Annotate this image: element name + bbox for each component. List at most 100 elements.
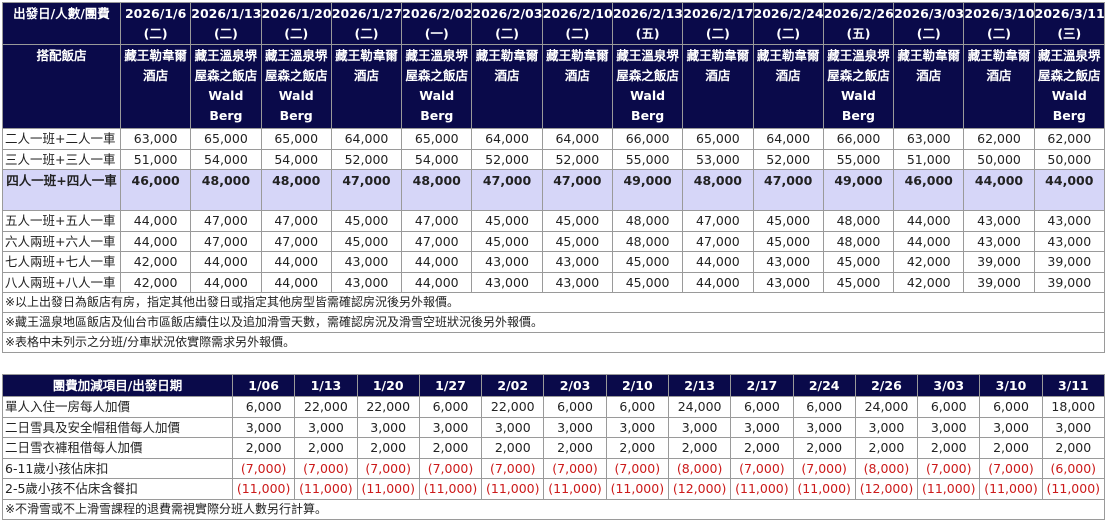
- price-cell: 66,000: [822, 128, 895, 150]
- price-cell: 62,000: [1033, 128, 1105, 150]
- price-cell: 47,000: [471, 169, 543, 211]
- price-cell: 39,000: [963, 271, 1035, 293]
- departure-date: 3/03: [917, 374, 981, 397]
- note-text: ※不滑雪或不上滑雪課程的退費需視實際分班人數另行計算。: [2, 498, 1105, 520]
- adjustment-cell: (7,000): [917, 457, 981, 479]
- hotel-name: 藏王溫泉堺屋森之飯店 Wald Berg: [401, 44, 473, 129]
- price-cell: 47,000: [260, 210, 332, 232]
- adjustment-cell: (7,000): [231, 457, 296, 479]
- adjustment-cell: 6,000: [917, 396, 981, 418]
- note-text: ※藏王溫泉地區飯店及仙台市區飯店續住以及追加滑雪天數，需確認房況及滑雪空班狀況後…: [2, 312, 1105, 333]
- adjustment-cell: (7,000): [979, 457, 1043, 479]
- price-cell: 51,000: [119, 148, 192, 170]
- price-cell: 53,000: [682, 148, 754, 170]
- price-cell: 47,000: [401, 210, 473, 232]
- adjustment-cell: 3,000: [543, 416, 607, 438]
- adjustment-cell: 3,000: [667, 416, 732, 438]
- adjustment-cell: 2,000: [231, 437, 296, 459]
- adjustment-cell: 2,000: [605, 437, 669, 459]
- departure-date: 3/11: [1041, 374, 1105, 397]
- price-cell: 44,000: [260, 251, 332, 273]
- adjustment-cell: (11,000): [917, 478, 981, 500]
- adjustment-cell: 2,000: [792, 437, 856, 459]
- group-size-label: 二人一班+二人一車: [2, 128, 121, 150]
- hotel-name: 藏王溫泉堺屋森之飯店 Wald Berg: [611, 44, 684, 129]
- departure-date-header: 2026/2/26 (五): [822, 2, 895, 45]
- hotel-name: 藏王勒韋爾酒店: [963, 44, 1035, 129]
- departure-date-header: 2026/1/13 (二): [190, 2, 262, 45]
- departure-date-header: 2026/2/02 (一): [401, 2, 473, 45]
- adjustment-cell: 2,000: [481, 437, 545, 459]
- price-cell: 44,000: [401, 251, 473, 273]
- departure-date-header: 2026/1/20 (二): [260, 2, 332, 45]
- departure-date: 2026/2/24: [753, 6, 824, 21]
- hotel-name: 藏王勒韋爾酒店: [541, 44, 613, 129]
- departure-date-header: 2026/2/24 (二): [752, 2, 824, 45]
- departure-date-header: 2026/2/17 (二): [682, 2, 754, 45]
- price-cell: 44,000: [119, 230, 192, 252]
- price-cell: 44,000: [1033, 169, 1105, 211]
- price-cell: 55,000: [822, 148, 895, 170]
- price-cell: 63,000: [119, 128, 192, 150]
- price-cell: 64,000: [471, 128, 543, 150]
- adjustment-cell: 24,000: [854, 396, 919, 418]
- note-text: ※表格中未列示之分班/分車狀況依實際需求另外報價。: [2, 332, 1105, 353]
- date-header-row: 出發日/人數/團費 2026/1/6 (二) 2026/1/13 (二) 2026/1/2…: [2, 2, 1105, 45]
- departure-date: 2026/2/02: [402, 6, 472, 21]
- departure-date-header: 2026/3/10 (二): [963, 2, 1035, 45]
- price-cell: 45,000: [822, 271, 895, 293]
- price-cell: 47,000: [190, 210, 262, 232]
- price-cell: 63,000: [893, 128, 965, 150]
- hotel-name: 藏王溫泉堺屋森之飯店 Wald Berg: [260, 44, 332, 129]
- corner-header: 出發日/人數/團費: [2, 2, 121, 45]
- table-row: 八人兩班+八人一車 42,000 44,000 44,000 43,000 44,000 4…: [2, 271, 1105, 293]
- price-cell: 65,000: [190, 128, 262, 150]
- price-cell: 39,000: [1033, 251, 1105, 273]
- departure-date-header: 2026/2/03 (二): [471, 2, 543, 45]
- adjustment-cell: 22,000: [294, 396, 358, 418]
- table-row: 四人一班+四人一車 46,000 48,000 48,000 47,000 48,000 4…: [2, 169, 1105, 211]
- adjustment-cell: (7,000): [481, 457, 545, 479]
- adjustment-cell: 2,000: [917, 437, 981, 459]
- weekday: (一): [424, 26, 449, 41]
- departure-date: 1/13: [294, 374, 358, 397]
- price-cell: 48,000: [260, 169, 332, 211]
- hotel-header-row: 搭配飯店 藏王勒韋爾酒店 藏王溫泉堺屋森之飯店 Wald Berg 藏王溫泉堺屋森之飯…: [2, 44, 1105, 129]
- price-cell: 52,000: [330, 148, 403, 170]
- price-cell: 45,000: [541, 230, 613, 252]
- price-cell: 48,000: [822, 230, 895, 252]
- price-cell: 47,000: [260, 230, 332, 252]
- price-cell: 45,000: [541, 210, 613, 232]
- price-cell: 45,000: [330, 230, 403, 252]
- price-cell: 42,000: [119, 271, 192, 293]
- corner-header: 團費加減項目/出發日期: [2, 374, 233, 397]
- hotel-label: 搭配飯店: [2, 44, 121, 129]
- adjustment-cell: 6,000: [979, 396, 1043, 418]
- note-row: ※不滑雪或不上滑雪課程的退費需視實際分班人數另行計算。: [2, 498, 1105, 520]
- hotel-name: 藏王勒韋爾酒店: [330, 44, 403, 129]
- price-cell: 44,000: [119, 210, 192, 232]
- price-cell: 45,000: [611, 251, 684, 273]
- price-cell: 62,000: [963, 128, 1035, 150]
- price-cell: 47,000: [330, 169, 403, 211]
- price-cell: 48,000: [190, 169, 262, 211]
- departure-date: 2026/3/10: [964, 6, 1035, 21]
- price-cell: 43,000: [541, 271, 613, 293]
- departure-date: 2026/1/20: [261, 6, 332, 21]
- price-cell: 50,000: [963, 148, 1035, 170]
- adjustment-cell: 6,000: [730, 396, 794, 418]
- price-cell: 48,000: [611, 230, 684, 252]
- departure-date: 2/17: [730, 374, 794, 397]
- price-cell: 44,000: [682, 271, 754, 293]
- price-cell: 43,000: [1033, 230, 1105, 252]
- adjustment-cell: (12,000): [667, 478, 732, 500]
- price-cell: 47,000: [401, 230, 473, 252]
- price-cell: 47,000: [541, 169, 613, 211]
- price-cell: 48,000: [611, 210, 684, 232]
- price-cell: 46,000: [893, 169, 965, 211]
- adjustment-cell: 6,000: [543, 396, 607, 418]
- adjustment-cell: 6,000: [605, 396, 669, 418]
- adjustment-cell: 22,000: [356, 396, 420, 418]
- weekday: (二): [987, 26, 1011, 41]
- departure-date-header: 2026/3/03 (二): [893, 2, 965, 45]
